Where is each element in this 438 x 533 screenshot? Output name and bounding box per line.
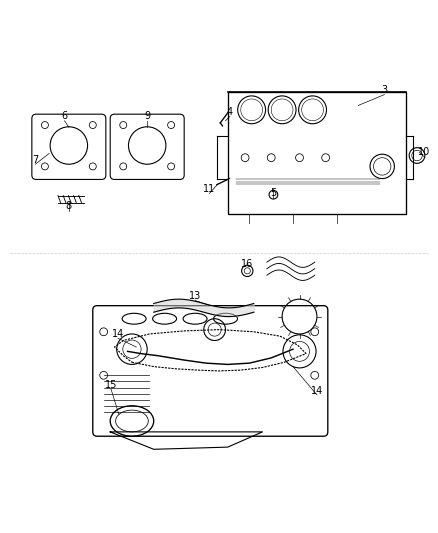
Text: 6: 6	[61, 111, 67, 122]
Text: 9: 9	[144, 111, 150, 122]
Text: 3: 3	[381, 85, 388, 95]
Text: 13: 13	[189, 291, 201, 301]
Text: 11: 11	[203, 184, 215, 194]
Text: 5: 5	[270, 188, 276, 198]
Text: 16: 16	[241, 260, 254, 269]
Text: 8: 8	[66, 201, 72, 212]
Text: 4: 4	[227, 107, 233, 117]
Text: 10: 10	[418, 148, 431, 157]
Text: 14: 14	[311, 385, 323, 395]
Text: 14: 14	[112, 329, 124, 339]
Text: 15: 15	[105, 380, 117, 390]
Text: 7: 7	[32, 155, 39, 165]
